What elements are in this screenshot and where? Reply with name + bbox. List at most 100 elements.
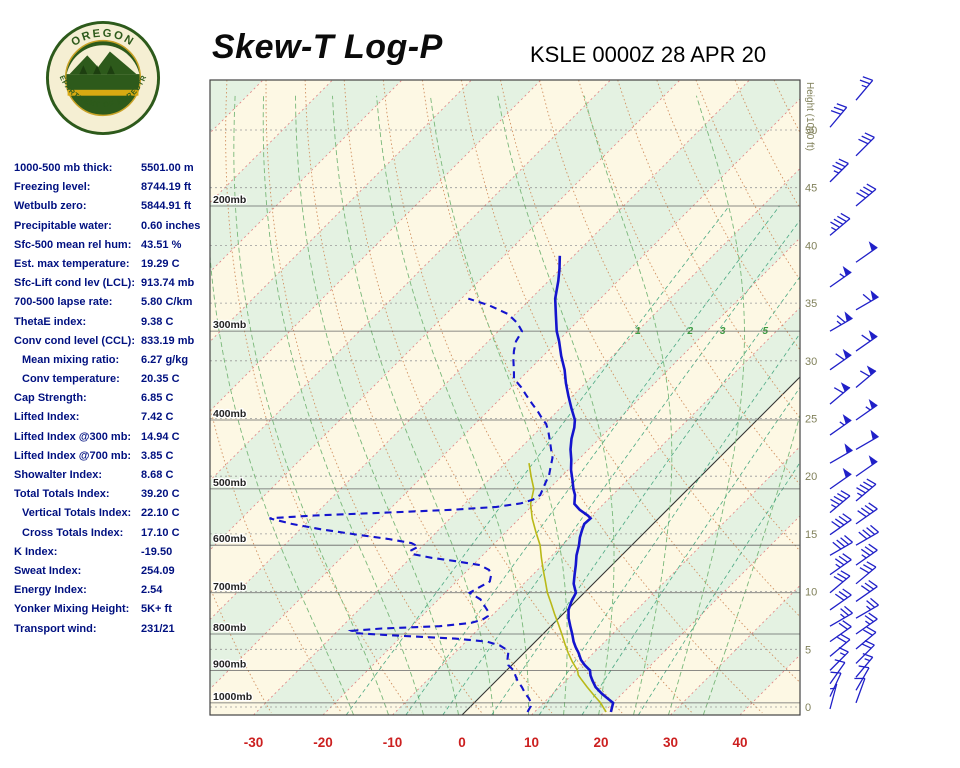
stat-row: Sfc-500 mean rel hum: 43.51 % bbox=[14, 239, 216, 258]
wind-barb bbox=[829, 103, 848, 128]
logo-mountains bbox=[69, 51, 137, 75]
stat-value: 6.85 C bbox=[141, 392, 174, 405]
stat-label: Cross Totals Index: bbox=[22, 526, 124, 539]
wind-barb bbox=[829, 570, 851, 594]
wind-barb bbox=[829, 671, 842, 697]
stat-label: Sfc-500 mean rel hum: bbox=[14, 238, 132, 251]
stat-value: 6.27 g/kg bbox=[141, 353, 189, 366]
chart-border bbox=[209, 79, 801, 716]
stat-label: 1000-500 mb thick: bbox=[14, 162, 113, 174]
stat-row: Sfc-Lift cond lev (LCL): 913.74 mb bbox=[14, 277, 216, 296]
stat-row: Transport wind: 231/21 bbox=[14, 623, 216, 642]
wind-barb bbox=[829, 443, 853, 464]
wind-barb bbox=[829, 646, 849, 671]
stat-label: Sfc-Lift cond lev (LCL): bbox=[14, 277, 135, 290]
stat-value: 20.35 C bbox=[141, 373, 180, 386]
wind-barb bbox=[829, 535, 853, 556]
pressure-label: 900mb bbox=[213, 658, 246, 670]
stat-label: Est. max temperature: bbox=[14, 257, 130, 270]
stat-value: 913.74 mb bbox=[141, 277, 195, 290]
wind-barb bbox=[829, 513, 852, 536]
wind-barb bbox=[829, 158, 849, 183]
stat-row: Lifted Index: 7.42 C bbox=[14, 411, 216, 430]
stat-label: Yonker Mixing Height: bbox=[14, 603, 130, 616]
stat-row: Showalter Index: 8.68 C bbox=[14, 469, 216, 488]
height-tick-label: 35 bbox=[805, 298, 817, 310]
stat-label: 700-500 lapse rate: bbox=[14, 296, 113, 309]
height-axis-title: Height (1000 ft) bbox=[804, 82, 815, 151]
stat-row: Conv cond level (CCL): 833.19 mb bbox=[14, 335, 216, 354]
stat-row: Conv temperature: 20.35 C bbox=[14, 373, 216, 392]
wind-barb bbox=[829, 382, 851, 405]
wind-barb bbox=[829, 348, 852, 371]
wind-barb bbox=[829, 490, 851, 514]
dewpoint-trace bbox=[269, 297, 554, 713]
stat-row: Energy Index: 2.54 bbox=[14, 584, 216, 603]
mixing-ratio-label: 2 bbox=[687, 326, 694, 337]
stat-row: Wetbulb zero: 5844.91 ft bbox=[14, 200, 216, 219]
wind-barb bbox=[855, 612, 878, 635]
stat-row: Precipitable water: 0.60 inches bbox=[14, 220, 216, 239]
stat-label: Precipitable water: bbox=[14, 219, 112, 232]
stat-label: Mean mixing ratio: bbox=[22, 353, 120, 366]
stat-label: Wetbulb zero: bbox=[14, 200, 87, 213]
stat-label: Conv cond level (CCL): bbox=[14, 334, 136, 347]
wind-barb bbox=[855, 640, 875, 664]
stat-value: 8744.19 ft bbox=[141, 181, 192, 194]
mixing-ratio-label: 3 bbox=[720, 326, 726, 337]
height-tick-label: 45 bbox=[805, 183, 817, 195]
pressure-label: 200mb bbox=[213, 194, 246, 206]
stat-value: 5501.00 m bbox=[141, 162, 194, 174]
wind-barb bbox=[855, 561, 877, 585]
pressure-label: 300mb bbox=[213, 319, 246, 331]
wind-barb bbox=[855, 399, 878, 421]
stat-label: Lifted Index @300 mb: bbox=[14, 430, 132, 443]
pressure-label: 600mb bbox=[213, 533, 246, 545]
wind-barb bbox=[855, 241, 878, 263]
temp-tick-label: 10 bbox=[524, 735, 539, 750]
wind-barb bbox=[855, 579, 878, 602]
stat-row: Sweat Index: 254.09 bbox=[14, 565, 216, 584]
stat-value: 14.94 C bbox=[141, 430, 180, 443]
wind-barb bbox=[829, 683, 838, 710]
wind-barb bbox=[855, 626, 877, 650]
stat-row: Est. max temperature: 19.29 C bbox=[14, 258, 216, 277]
pressure-label: 400mb bbox=[213, 408, 246, 420]
wind-barb bbox=[855, 478, 877, 502]
stat-value: 43.51 % bbox=[141, 238, 182, 251]
parcel-trace bbox=[528, 462, 607, 713]
wind-barb bbox=[855, 502, 878, 525]
stat-row: Cross Totals Index: 17.10 C bbox=[14, 527, 216, 546]
stat-value: 9.38 C bbox=[141, 315, 174, 328]
wind-barb bbox=[854, 677, 866, 704]
stat-label: Vertical Totals Index: bbox=[22, 507, 132, 520]
wind-barb bbox=[855, 653, 874, 678]
height-tick-label: 15 bbox=[805, 529, 817, 541]
stat-row: Lifted Index @700 mb: 3.85 C bbox=[14, 450, 216, 469]
stat-row: 1000-500 mb thick: 5501.00 m bbox=[14, 162, 216, 181]
stat-value: 3.85 C bbox=[141, 449, 174, 462]
stat-row: Vertical Totals Index: 22.10 C bbox=[14, 507, 216, 526]
stat-value: 8.68 C bbox=[141, 469, 174, 481]
stat-value: 5844.91 ft bbox=[141, 200, 192, 213]
wind-barb bbox=[829, 467, 852, 490]
wind-barb bbox=[829, 553, 852, 576]
stat-value: 254.09 bbox=[141, 564, 175, 577]
stats-panel: 1000-500 mb thick: 5501.00 m Freezing le… bbox=[14, 162, 216, 642]
odf-logo: OREGON DEPARTMENT OF FORESTRY bbox=[44, 16, 161, 136]
height-tick-label: 25 bbox=[805, 414, 817, 426]
stat-row: Yonker Mixing Height: 5K+ ft bbox=[14, 603, 216, 622]
wind-barb bbox=[829, 620, 852, 643]
stat-value: 2.54 bbox=[141, 584, 163, 597]
temperature-trace bbox=[553, 255, 615, 713]
stat-label: Conv temperature: bbox=[22, 373, 120, 386]
stat-value: 17.10 C bbox=[141, 526, 180, 539]
temp-tick-label: -20 bbox=[313, 735, 333, 750]
stat-label: ThetaE index: bbox=[14, 315, 87, 328]
stat-label: Cap Strength: bbox=[14, 392, 87, 405]
station-time: KSLE 0000Z 28 APR 20 bbox=[530, 42, 767, 67]
wind-barb bbox=[855, 429, 879, 450]
stat-row: Mean mixing ratio: 6.27 g/kg bbox=[14, 354, 216, 373]
height-tick-label: 20 bbox=[805, 471, 817, 483]
temp-tick-label: 0 bbox=[458, 735, 466, 750]
